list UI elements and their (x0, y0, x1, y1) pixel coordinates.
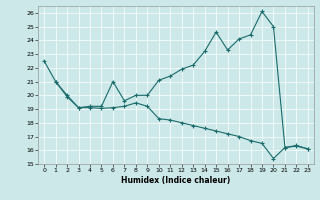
X-axis label: Humidex (Indice chaleur): Humidex (Indice chaleur) (121, 176, 231, 185)
